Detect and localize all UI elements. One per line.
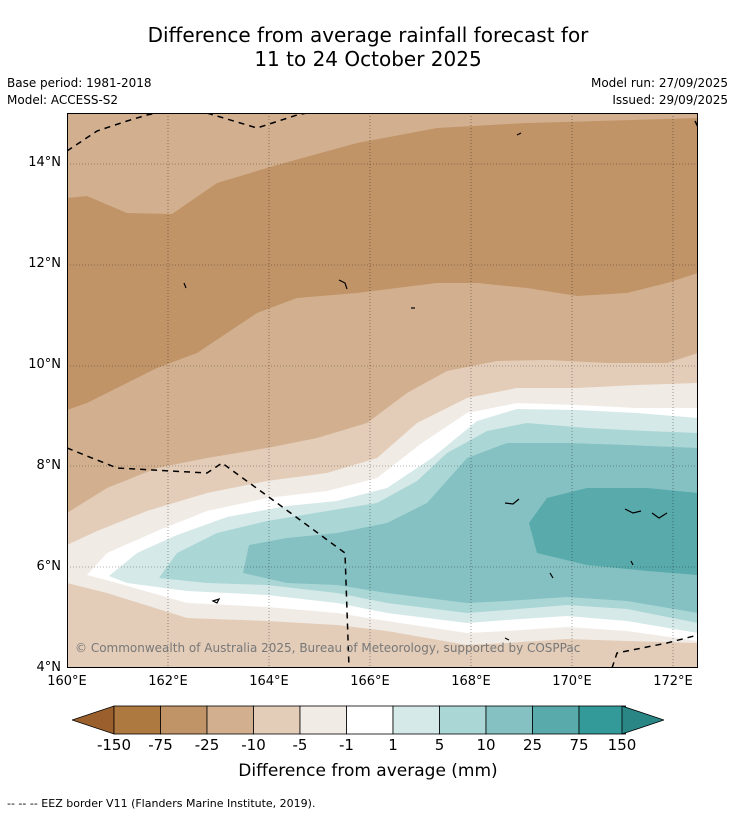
- colorbar-label-10: 25: [522, 736, 543, 754]
- lat-label-14n: 14°N: [28, 155, 61, 170]
- eez-legend: -- -- -- EEZ border V11 (Flanders Marine…: [7, 797, 316, 810]
- colorbar-label-3: -25: [194, 736, 220, 754]
- colorbar-label-8: 5: [434, 736, 445, 754]
- base-period: Base period: 1981-2018: [7, 76, 152, 90]
- lon-label-162e: 162°E: [148, 674, 188, 689]
- colorbar-label-1: -150: [96, 736, 132, 754]
- lon-label-170e: 170°E: [552, 674, 592, 689]
- colorbar-arrow-high: [621, 705, 664, 735]
- lat-label-12n: 12°N: [28, 256, 61, 271]
- lon-label-172e: 172°E: [653, 674, 693, 689]
- colorbar: [72, 705, 664, 735]
- colorbar-label-5: -5: [292, 736, 308, 754]
- colorbar-seg-2: [160, 705, 208, 735]
- issued-date: Issued: 29/09/2025: [612, 93, 728, 107]
- colorbar-label-2: -75: [148, 736, 173, 754]
- lat-label-10n: 10°N: [28, 357, 61, 372]
- colorbar-arrow-low: [72, 705, 115, 735]
- band-dry-75: [67, 118, 698, 410]
- lat-label-4n: 4°N: [36, 660, 62, 675]
- colorbar-label-12: 150: [607, 736, 637, 754]
- colorbar-seg-7: [392, 705, 440, 735]
- lon-label-166e: 166°E: [350, 674, 390, 689]
- lon-label-168e: 168°E: [451, 674, 491, 689]
- colorbar-seg-9: [485, 705, 533, 735]
- colorbar-seg-1: [113, 705, 161, 735]
- chart-title-line-2: 11 to 24 October 2025: [254, 47, 482, 71]
- chart-title-line-1: Difference from average rainfall forecas…: [147, 23, 589, 47]
- colorbar-seg-6: [346, 705, 394, 735]
- rainfall-map: [67, 113, 698, 668]
- colorbar-seg-5: [299, 705, 347, 735]
- colorbar-seg-10: [532, 705, 580, 735]
- colorbar-seg-3: [206, 705, 254, 735]
- colorbar-label-4: -10: [241, 736, 266, 754]
- band-wet-25: [529, 488, 698, 575]
- island-outlines: [183, 132, 668, 641]
- colorbar-seg-4: [253, 705, 301, 735]
- colorbar-seg-11: [578, 705, 626, 735]
- colorbar-label-7: 1: [388, 736, 398, 754]
- copyright-text: © Commonwealth of Australia 2025, Bureau…: [75, 641, 581, 655]
- band-wet-10: [243, 443, 698, 613]
- colorbar-title: Difference from average (mm): [238, 761, 498, 781]
- model-run: Model run: 27/09/2025: [590, 76, 728, 90]
- colorbar-seg-8: [439, 705, 487, 735]
- lon-label-160e: 160°E: [47, 674, 87, 689]
- colorbar-label-11: 75: [569, 736, 589, 754]
- map-frame: [67, 113, 698, 668]
- colorbar-label-9: 10: [476, 736, 496, 754]
- lon-label-164e: 164°E: [249, 674, 289, 689]
- lat-label-8n: 8°N: [36, 458, 62, 473]
- model-name: Model: ACCESS-S2: [7, 93, 119, 107]
- colorbar-label-6: -1: [339, 736, 354, 754]
- map-gridlines: [67, 113, 698, 668]
- lat-label-6n: 6°N: [36, 559, 62, 574]
